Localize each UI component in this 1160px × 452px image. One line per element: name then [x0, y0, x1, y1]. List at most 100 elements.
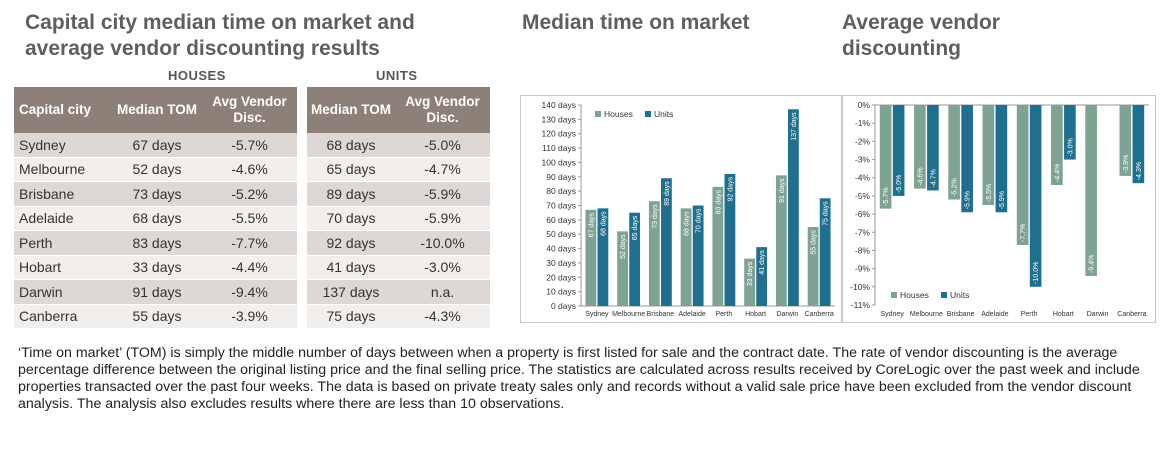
data-label: 65 days	[632, 215, 639, 240]
bar-houses	[914, 105, 926, 189]
cell-houses-tom: 67 days	[112, 133, 202, 158]
bar-houses	[948, 105, 960, 200]
table-row: Brisbane 73 days -5.2% 89 days -5.9%	[14, 181, 490, 207]
cell-city: Darwin	[14, 279, 112, 305]
bar-houses	[680, 208, 692, 306]
bar-houses	[617, 231, 628, 306]
legend-swatch-houses	[595, 111, 601, 117]
x-tick-label: Brisbane	[647, 311, 675, 318]
data-label: 68 days	[600, 211, 607, 236]
bar-houses	[1016, 105, 1029, 245]
x-tick-label: Sydney	[585, 311, 609, 318]
y-tick-label: 100 days	[542, 157, 577, 167]
data-label: 70 days	[696, 208, 703, 233]
table-row: Melbourne 52 days -4.6% 65 days -4.7%	[14, 157, 490, 182]
bar-units	[1029, 105, 1042, 287]
cell-houses-disc: -7.7%	[202, 230, 297, 256]
cell-city: Hobart	[14, 255, 112, 280]
cell-gap	[297, 157, 307, 182]
bar-houses	[1085, 105, 1097, 276]
cell-houses-disc: -4.4%	[202, 255, 297, 280]
cell-city: Adelaide	[14, 206, 112, 231]
y-tick-label: -7%	[855, 227, 871, 237]
footnote: ‘Time on market’ (TOM) is simply the mid…	[18, 345, 1140, 412]
data-label: 52 days	[620, 234, 627, 259]
x-tick-label: Melbourne	[612, 311, 645, 318]
x-tick-label: Brisbane	[947, 311, 975, 318]
x-tick-label: Melbourne	[910, 311, 943, 318]
y-tick-label: -2%	[855, 136, 871, 146]
data-label: -3.0%	[1067, 138, 1074, 156]
table-header-row: Capital city Median TOM Avg Vendor Disc.…	[14, 87, 490, 133]
bar-houses	[982, 105, 995, 205]
bar-units	[629, 212, 641, 306]
cell-gap	[297, 279, 307, 305]
y-tick-label: 90 days	[546, 172, 576, 182]
table-row: Perth 83 days -7.7% 92 days -10.0%	[14, 230, 490, 256]
data-label: -3.9%	[1123, 155, 1130, 173]
y-tick-label: -6%	[855, 209, 871, 219]
header-units-tom: Median TOM	[307, 87, 395, 133]
x-tick-label: Canberra	[805, 311, 834, 318]
legend-swatch-units	[645, 111, 651, 117]
cell-units-tom: 68 days	[307, 133, 395, 158]
data-label: -5.0%	[896, 175, 903, 193]
cell-houses-disc: -5.7%	[202, 133, 297, 158]
legend-swatch-houses	[891, 292, 897, 298]
table-row: Canberra 55 days -3.9% 75 days -4.3%	[14, 304, 490, 329]
cell-units-disc: -3.0%	[395, 255, 490, 280]
cell-units-tom: 89 days	[307, 181, 395, 207]
bar-units	[892, 105, 905, 196]
y-tick-label: -9%	[855, 264, 871, 274]
y-tick-label: 40 days	[546, 244, 576, 254]
cell-gap	[297, 206, 307, 231]
x-tick-label: Canberra	[1117, 311, 1146, 318]
y-tick-label: 60 days	[546, 215, 576, 225]
y-tick-label: 20 days	[546, 272, 576, 282]
data-label: 67 days	[588, 212, 595, 237]
bar-houses	[1119, 105, 1132, 176]
tom-chart-svg: 0 days 10 days 20 days 30 days 40 days 50 day…	[542, 100, 835, 318]
table-row: Hobart 33 days -4.4% 41 days -3.0%	[14, 255, 490, 280]
cell-gap	[297, 230, 307, 256]
data-label: -5.5%	[986, 184, 993, 202]
y-tick-label: -8%	[855, 245, 871, 255]
cell-units-disc: -4.7%	[395, 157, 490, 182]
bar-units	[724, 173, 736, 306]
data-label: -7.7%	[1020, 224, 1027, 242]
header-units-disc: Avg Vendor Disc.	[395, 87, 490, 133]
cell-units-tom: 65 days	[307, 157, 395, 182]
bar-units	[819, 198, 831, 306]
bar-units	[927, 105, 939, 191]
data-label: 83 days	[715, 189, 722, 214]
x-tick-label: Adelaide	[679, 311, 706, 318]
y-tick-label: -1%	[855, 118, 871, 128]
cell-houses-disc: -5.5%	[202, 206, 297, 231]
cell-houses-disc: -4.6%	[202, 157, 297, 182]
data-label: -4.4%	[1054, 164, 1061, 182]
cell-gap	[297, 304, 307, 329]
cell-units-disc: n.a.	[395, 279, 490, 305]
legend-label-units: Units	[950, 290, 969, 300]
cell-city: Brisbane	[14, 181, 112, 207]
bar-units	[1132, 105, 1145, 184]
data-label: -5.2%	[952, 178, 959, 196]
cell-city: Perth	[14, 230, 112, 256]
y-tick-label: -10%	[850, 282, 870, 292]
discount-chart-svg: 0% -1% -2% -3% -4% -5% -6% -7% -8% -9% -10% -11% -5.…	[850, 100, 1149, 318]
y-tick-label: 70 days	[546, 201, 576, 211]
table-row: Adelaide 68 days -5.5% 70 days -5.9%	[14, 206, 490, 231]
cell-units-tom: 137 days	[307, 279, 395, 305]
data-label: 68 days	[684, 211, 691, 236]
x-tick-label: Hobart	[1053, 311, 1074, 318]
x-tick-label: Perth	[716, 311, 733, 318]
header-houses-tom: Median TOM	[112, 87, 202, 133]
bar-units	[597, 208, 609, 306]
bar-houses	[775, 175, 787, 306]
bar-units	[756, 247, 768, 306]
cell-gap	[297, 133, 307, 158]
y-tick-label: -4%	[855, 173, 871, 183]
x-tick-label: Hobart	[745, 311, 766, 318]
units-group-label: UNITS	[376, 68, 418, 83]
bar-houses	[1051, 105, 1063, 185]
